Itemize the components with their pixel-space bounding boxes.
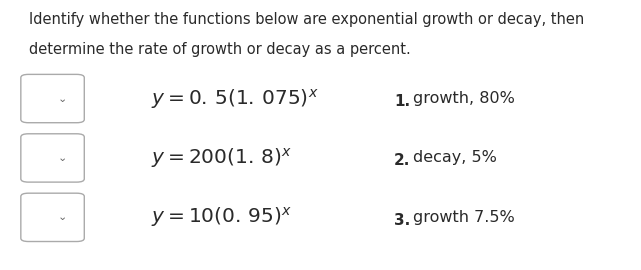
FancyBboxPatch shape	[21, 134, 85, 182]
Text: $y = 200(1.\,8)^{x}$: $y = 200(1.\,8)^{x}$	[151, 146, 292, 170]
Text: decay, 5%: decay, 5%	[413, 150, 497, 166]
Text: $y = 0.\,5(1.\,075)^{x}$: $y = 0.\,5(1.\,075)^{x}$	[151, 87, 318, 110]
Text: growth 7.5%: growth 7.5%	[413, 210, 515, 225]
Text: Identify whether the functions below are exponential growth or decay, then: Identify whether the functions below are…	[29, 12, 584, 27]
Text: growth, 80%: growth, 80%	[413, 91, 515, 106]
Text: ⌄: ⌄	[58, 93, 67, 104]
FancyBboxPatch shape	[21, 75, 85, 123]
Text: 1.: 1.	[394, 94, 410, 109]
Text: determine the rate of growth or decay as a percent.: determine the rate of growth or decay as…	[29, 42, 411, 57]
Text: ⌄: ⌄	[58, 212, 67, 222]
Text: 2.: 2.	[394, 153, 411, 168]
Text: $y = 10(0.\,95)^{x}$: $y = 10(0.\,95)^{x}$	[151, 205, 292, 229]
FancyBboxPatch shape	[21, 193, 85, 241]
Text: 3.: 3.	[394, 212, 410, 228]
Text: ⌄: ⌄	[58, 153, 67, 163]
